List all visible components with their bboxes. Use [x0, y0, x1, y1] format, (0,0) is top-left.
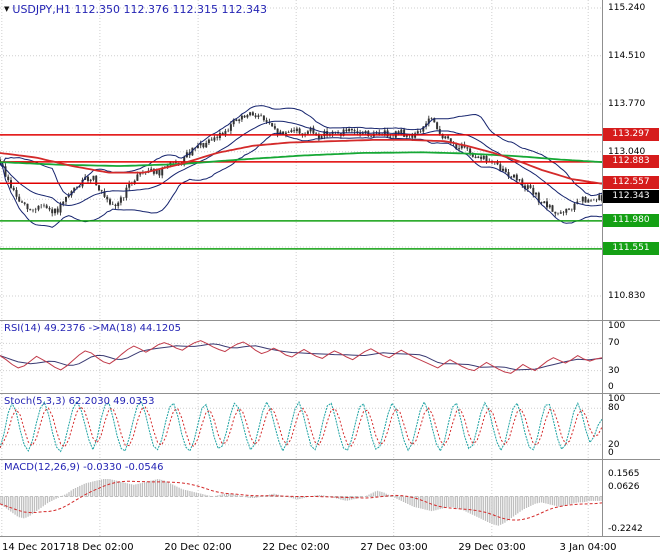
stochastic-label: Stoch(5,3,3) 62.2030 49.0353: [4, 396, 155, 407]
rsi-panel: RSI(14) 49.2376 ->MA(18) 44.1205: [0, 321, 602, 393]
macd-scale[interactable]: 0.1565 0.0626 -0.2242: [603, 460, 660, 536]
macd-panel: MACD(12,26,9) -0.0330 -0.0546: [0, 460, 602, 536]
price-line-badge: 112.883: [603, 154, 659, 168]
macd-label: MACD(12,26,9) -0.0330 -0.0546: [4, 462, 164, 473]
time-axis-label: 29 Dec 03:00: [458, 542, 526, 553]
price-tick-label: 110.830: [608, 291, 646, 301]
macd-canvas[interactable]: [0, 460, 602, 536]
bollinger-upper-line: [0, 105, 602, 197]
price-line-badge: 111.980: [603, 213, 659, 227]
symbol-marker-icon: ▼: [4, 5, 10, 13]
price-line-badge: 111.551: [603, 241, 659, 255]
price-line-badge: 112.557: [603, 176, 659, 190]
price-tick-label: 115.240: [608, 3, 646, 13]
time-axis-label: 14 Dec 2017: [2, 542, 66, 553]
time-axis-label: 20 Dec 02:00: [164, 542, 232, 553]
time-axis-label: 27 Dec 03:00: [360, 542, 428, 553]
bollinger-lower-line: [0, 132, 602, 228]
candles-layer: [0, 111, 602, 217]
rsi-label: RSI(14) 49.2376 ->MA(18) 44.1205: [4, 323, 181, 334]
indicator-tick-label: 20: [608, 439, 620, 450]
time-axis[interactable]: 14 Dec 2017 18 Dec 02:00 20 Dec 02:00 22…: [0, 537, 660, 560]
price-tick-label: 114.510: [608, 50, 646, 61]
indicator-tick-label: 100: [608, 321, 626, 331]
stochastic-panel: Stoch(5,3,3) 62.2030 49.0353: [0, 394, 602, 459]
panel-separator: [0, 393, 660, 394]
chart-title-text: USDJPY,H1 112.350 112.376 112.315 112.34…: [12, 3, 267, 16]
panel-separator: [0, 459, 660, 460]
price-line-badge: 113.297: [603, 127, 659, 141]
time-axis-label: 3 Jan 04:00: [559, 542, 617, 553]
indicator-tick-label: 0: [608, 448, 614, 458]
price-tick-label: 113.770: [608, 99, 646, 109]
macd-histogram: [0, 479, 602, 526]
red-ma-line: [0, 138, 602, 185]
stochastic-signal-line: [0, 405, 602, 449]
price-scale[interactable]: 115.240 114.510 113.770 113.040 110.830 113.2…: [603, 0, 660, 320]
indicator-tick-label: 0.0626: [608, 482, 640, 493]
indicator-tick-label: 0.1565: [608, 468, 640, 479]
scale-separator: [602, 0, 603, 537]
panel-separator: [0, 320, 660, 321]
rsi-canvas[interactable]: [0, 321, 602, 393]
stochastic-scale[interactable]: 100 80 20 0: [603, 394, 660, 459]
chart-title: ▼ USDJPY,H1 112.350 112.376 112.315 112.3…: [4, 3, 267, 16]
indicator-tick-label: 100: [608, 394, 626, 404]
stochastic-canvas[interactable]: [0, 394, 602, 459]
rsi-scale[interactable]: 100 70 30 0: [603, 321, 660, 393]
time-axis-label: 22 Dec 02:00: [262, 542, 330, 553]
indicator-tick-label: -0.2242: [608, 524, 643, 535]
macd-signal-line: [0, 480, 602, 521]
rsi-line: [0, 340, 602, 374]
main-chart-panel: ▼ USDJPY,H1 112.350 112.376 112.315 112.3…: [0, 0, 602, 320]
indicator-tick-label: 70: [608, 338, 620, 349]
time-axis-label: 18 Dec 02:00: [66, 542, 134, 553]
panel-separator: [0, 536, 660, 537]
rsi-ma-line: [0, 343, 602, 371]
stochastic-main-line: [0, 400, 602, 453]
indicator-tick-label: 0: [608, 382, 614, 392]
main-chart-canvas[interactable]: [0, 0, 602, 320]
indicator-tick-label: 80: [608, 403, 620, 414]
current-price-badge: 112.343: [603, 190, 659, 204]
price-tick-label: 113.040: [608, 146, 646, 157]
indicator-tick-label: 30: [608, 365, 620, 376]
bollinger-middle-line: [0, 120, 602, 207]
